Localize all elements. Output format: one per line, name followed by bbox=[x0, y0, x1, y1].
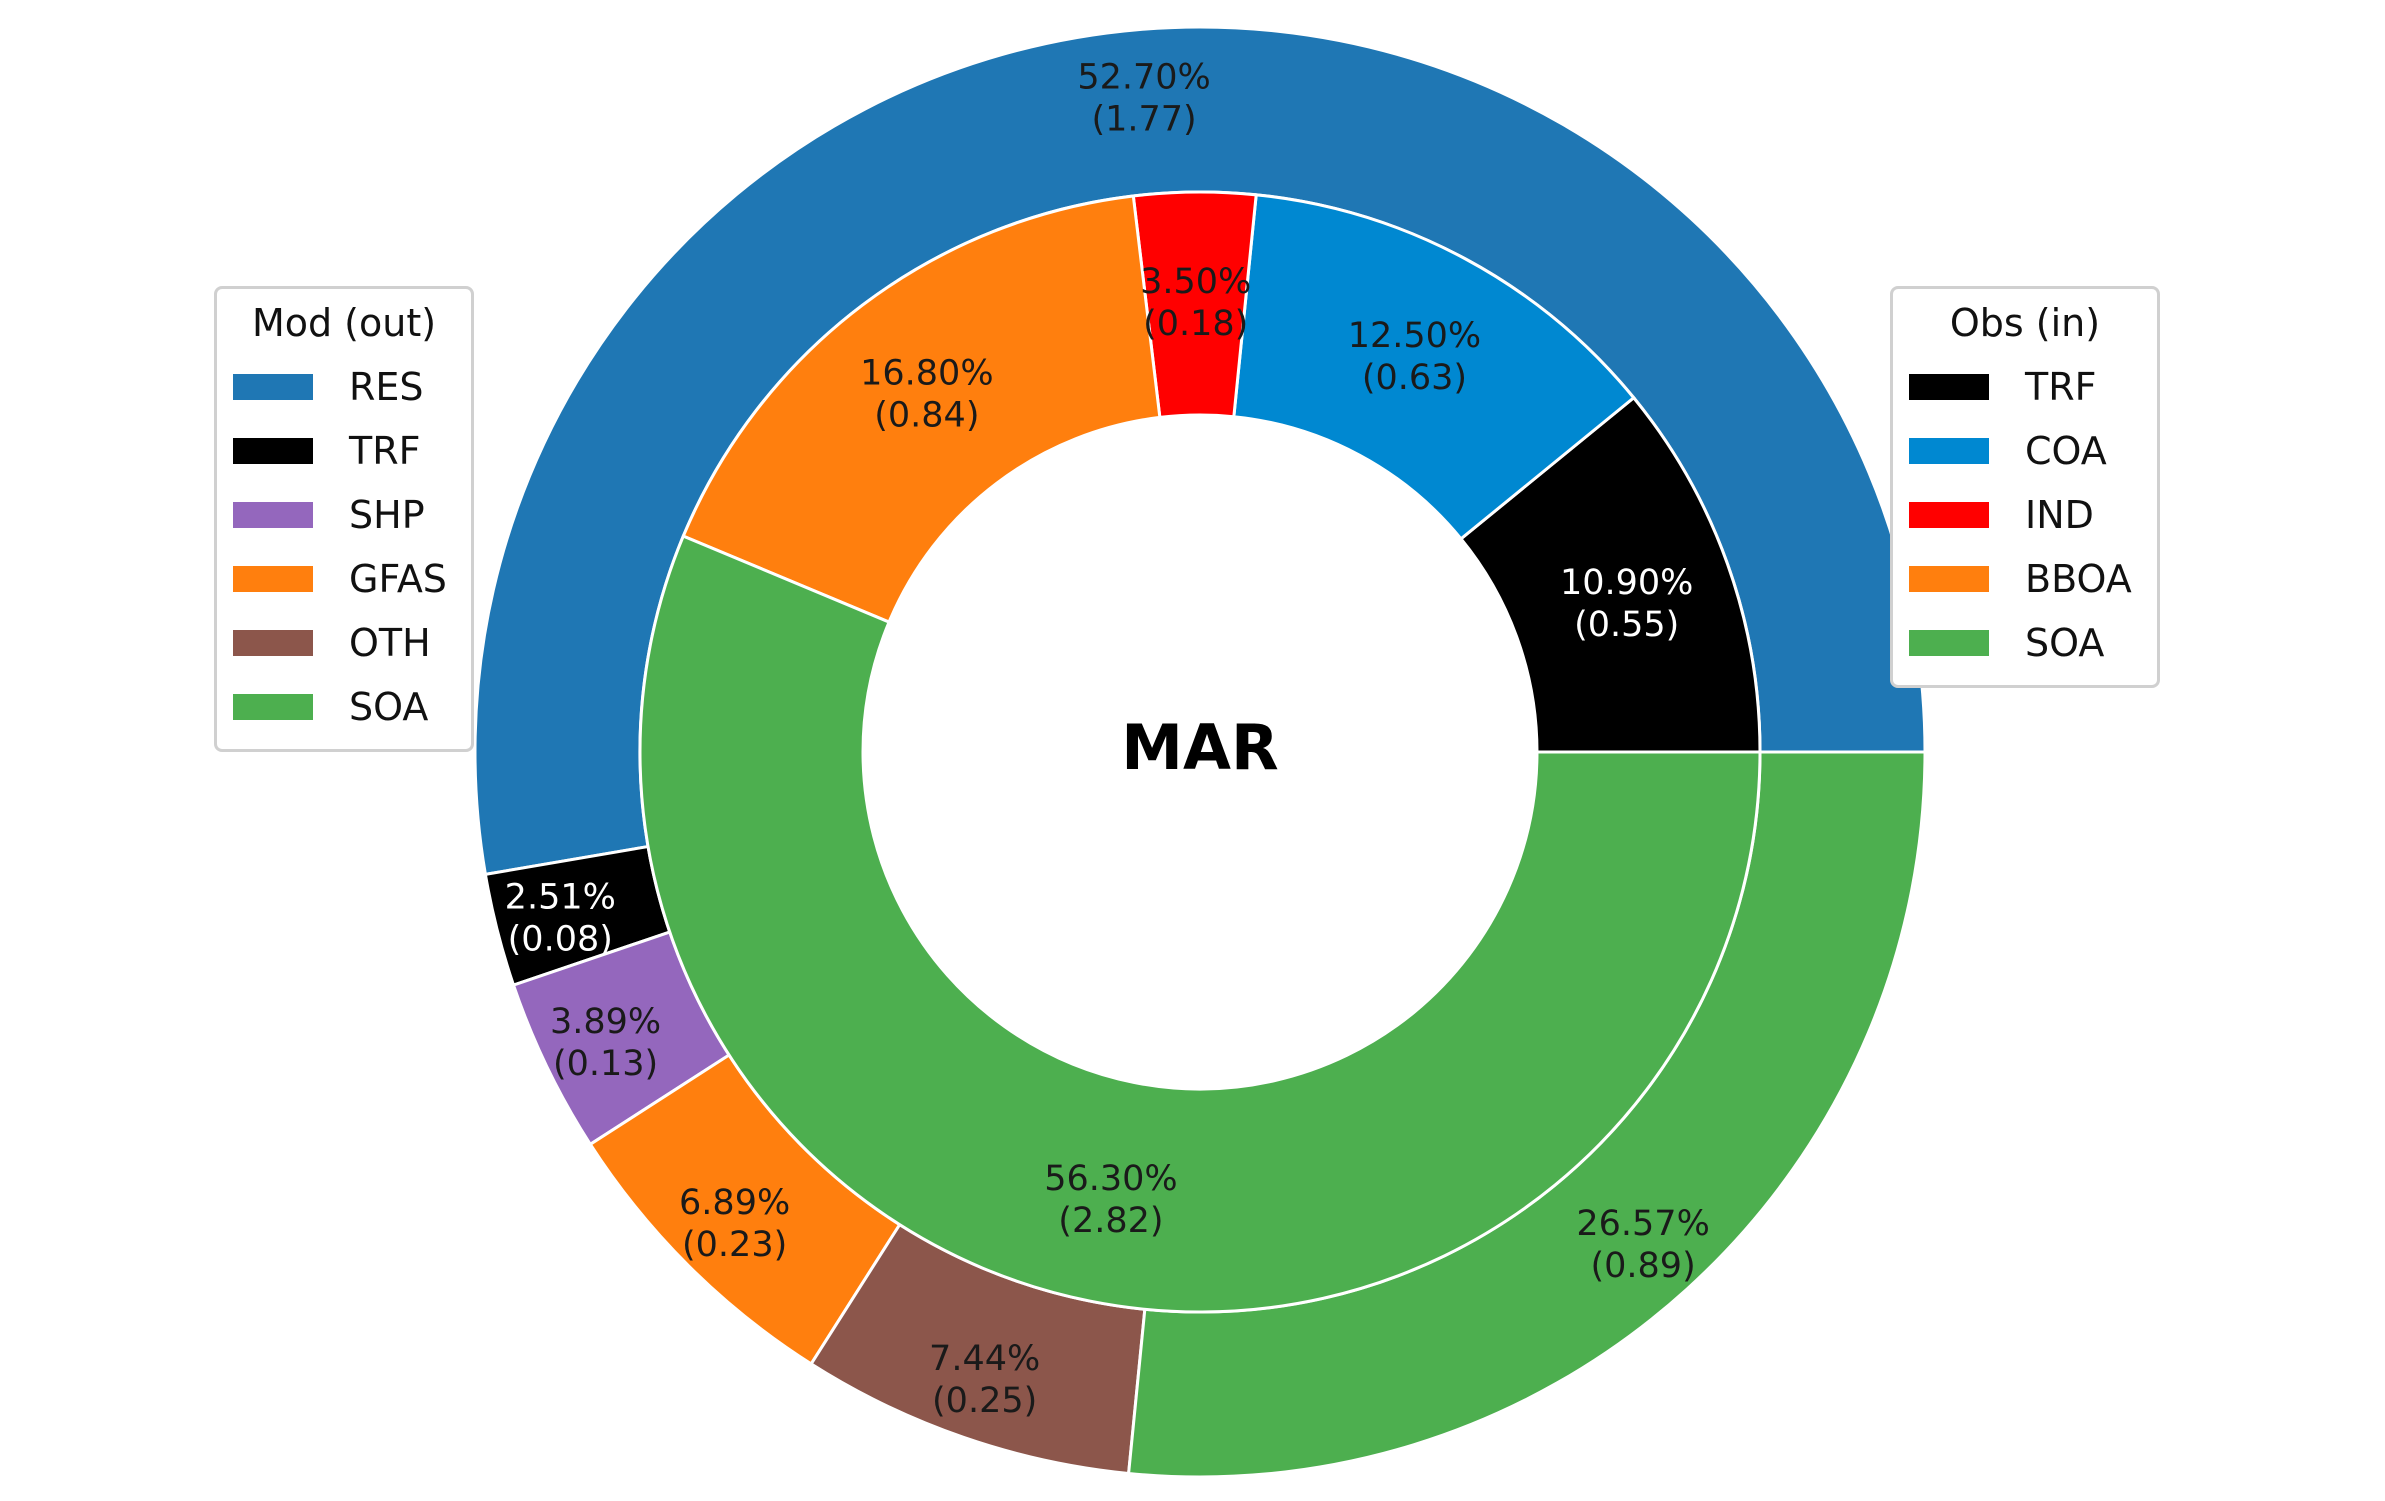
legend-swatch bbox=[1909, 630, 1989, 656]
legend-swatch bbox=[1909, 374, 1989, 400]
legend-label: COA bbox=[2025, 429, 2107, 473]
inner-label-coa: 12.50% (0.63) bbox=[1348, 316, 1481, 398]
outer-label-trf: 2.51% (0.08) bbox=[505, 877, 616, 959]
legend-label: OTH bbox=[349, 621, 431, 665]
legend-swatch bbox=[233, 630, 313, 656]
outer-label-gfas: 6.89% (0.23) bbox=[679, 1183, 790, 1265]
inner-slice-coa bbox=[1232, 193, 1636, 541]
legend-label: SOA bbox=[349, 685, 429, 729]
legend-label: GFAS bbox=[349, 557, 447, 601]
inner-legend-item-trf: TRF bbox=[1909, 355, 2141, 419]
outer-label-res: 52.70% (1.77) bbox=[1077, 57, 1210, 139]
legend-swatch bbox=[233, 694, 313, 720]
legend-label: BBOA bbox=[2025, 557, 2132, 601]
legend-label: IND bbox=[2025, 493, 2094, 537]
outer-label-soa: 26.57% (0.89) bbox=[1576, 1204, 1709, 1286]
chart-title: MAR bbox=[1121, 711, 1278, 784]
legend-swatch bbox=[233, 374, 313, 400]
inner-label-bboa: 16.80% (0.84) bbox=[860, 354, 993, 436]
outer-label-oth: 7.44% (0.25) bbox=[929, 1339, 1040, 1421]
legend-label: SHP bbox=[349, 493, 425, 537]
outer-legend-item-shp: SHP bbox=[233, 483, 455, 547]
legend-swatch bbox=[233, 566, 313, 592]
outer-legend-item-soa: SOA bbox=[233, 675, 455, 739]
outer-legend-item-gfas: GFAS bbox=[233, 547, 455, 611]
legend-label: SOA bbox=[2025, 621, 2105, 665]
slice-labels: 52.70% (1.77) 2.51% (0.08) 3.89% (0.13) 6.89%(… bbox=[505, 57, 1710, 1421]
inner-ring bbox=[638, 190, 1762, 1314]
outer-legend-item-trf: TRF bbox=[233, 419, 455, 483]
inner-label-trf: 10.90% (0.55) bbox=[1560, 563, 1693, 645]
outer-legend-item-res: RES bbox=[233, 355, 455, 419]
inner-slice-soa bbox=[638, 534, 1762, 1314]
inner-label-ind: 3.50% (0.18) bbox=[1140, 262, 1251, 344]
legend-swatch bbox=[1909, 438, 1989, 464]
legend-obs-in: Obs (in) TRF COA IND BBOA SOA bbox=[1890, 286, 2160, 688]
legend-swatch bbox=[1909, 566, 1989, 592]
legend-title: Obs (in) bbox=[1949, 301, 2101, 345]
legend-swatch bbox=[233, 438, 313, 464]
legend-label: TRF bbox=[349, 429, 421, 473]
outer-legend-item-oth: OTH bbox=[233, 611, 455, 675]
inner-legend-item-bboa: BBOA bbox=[1909, 547, 2141, 611]
legend-mod-out: Mod (out) RES TRF SHP GFAS OTH SOA bbox=[214, 286, 474, 752]
inner-legend-item-soa: SOA bbox=[1909, 611, 2141, 675]
inner-legend-item-ind: IND bbox=[1909, 483, 2141, 547]
legend-label: TRF bbox=[2025, 365, 2097, 409]
inner-slice-bboa bbox=[681, 194, 1162, 625]
outer-label-shp: 3.89% (0.13) bbox=[550, 1002, 661, 1084]
inner-legend-item-coa: COA bbox=[1909, 419, 2141, 483]
legend-label: RES bbox=[349, 365, 424, 409]
legend-swatch bbox=[233, 502, 313, 528]
legend-swatch bbox=[1909, 502, 1989, 528]
legend-title: Mod (out) bbox=[251, 301, 437, 345]
inner-label-soa: 56.30% (2.82) bbox=[1044, 1159, 1177, 1241]
